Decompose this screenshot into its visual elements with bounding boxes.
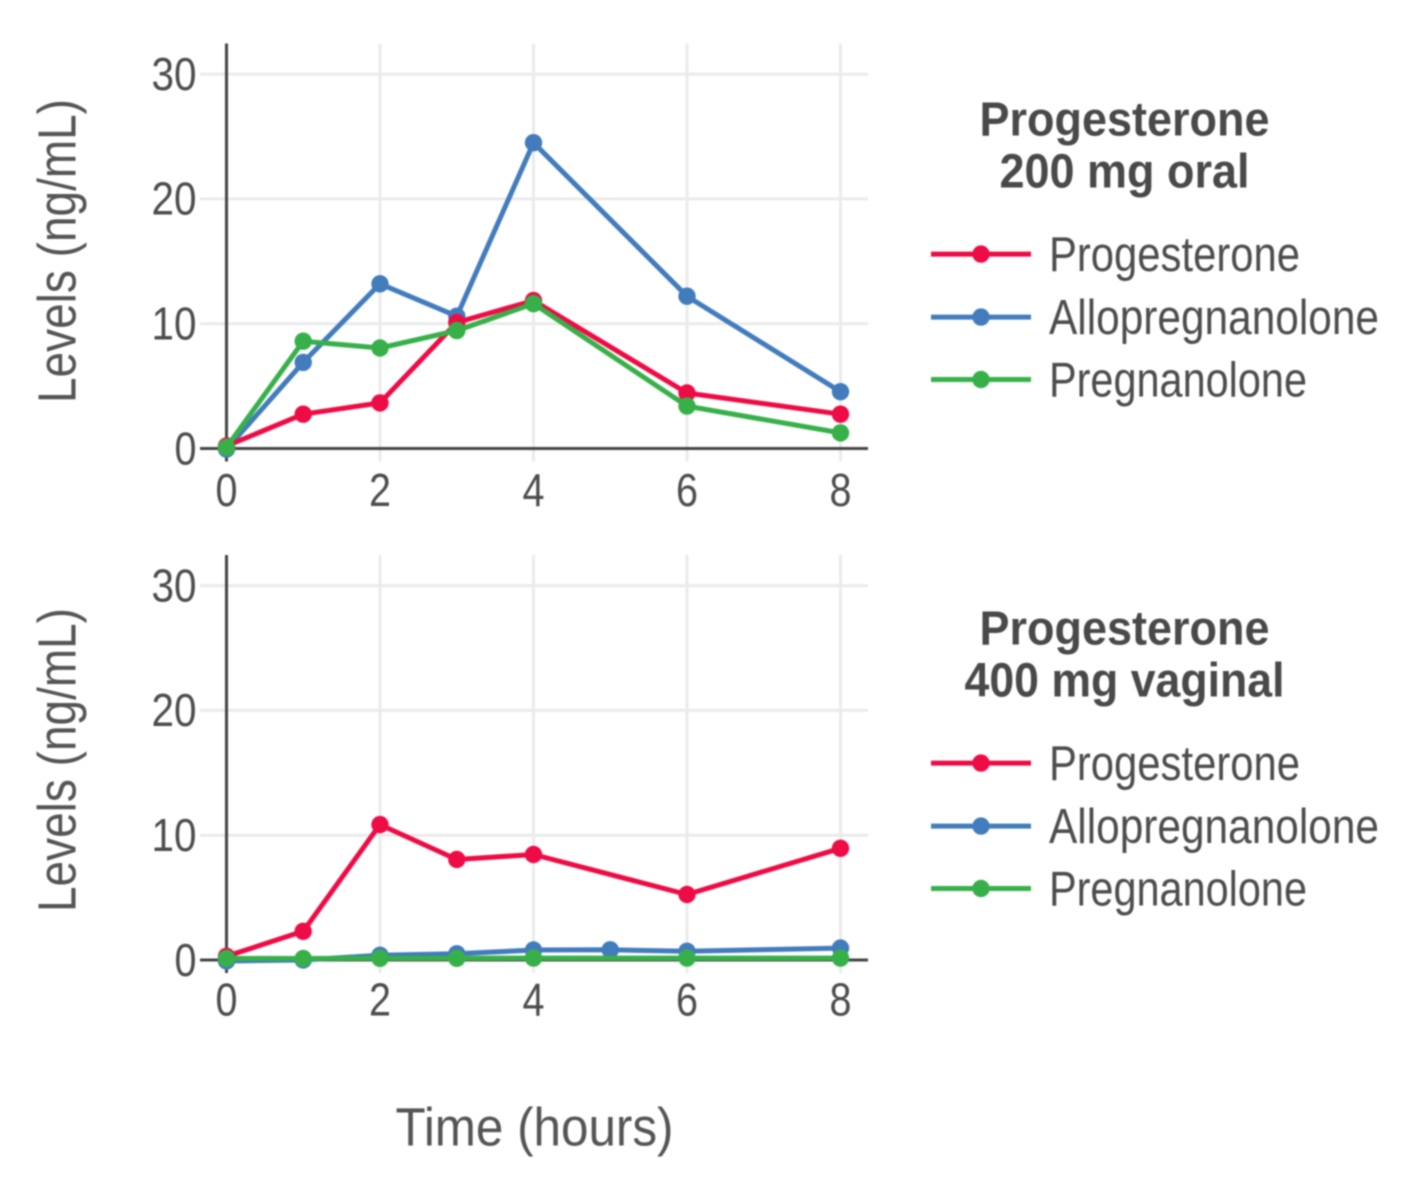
svg-text:2: 2: [369, 973, 391, 1025]
svg-text:4: 4: [523, 973, 545, 1025]
svg-text:Allopregnanolone: Allopregnanolone: [1049, 800, 1379, 854]
svg-text:4: 4: [523, 464, 545, 516]
svg-text:Progesterone: Progesterone: [1049, 737, 1300, 791]
svg-text:Levels (ng/mL): Levels (ng/mL): [28, 608, 88, 912]
svg-text:Time (hours): Time (hours): [396, 1097, 674, 1157]
svg-text:6: 6: [676, 973, 698, 1025]
svg-text:Pregnanolone: Pregnanolone: [1049, 353, 1307, 407]
svg-text:6: 6: [676, 464, 698, 516]
svg-text:0: 0: [175, 934, 197, 986]
svg-text:10: 10: [152, 298, 197, 350]
svg-text:0: 0: [175, 422, 197, 474]
svg-text:Progesterone: Progesterone: [1049, 228, 1300, 282]
svg-text:10: 10: [152, 809, 197, 861]
svg-text:Pregnanolone: Pregnanolone: [1049, 862, 1307, 916]
svg-text:Progesterone: Progesterone: [980, 94, 1270, 147]
svg-text:Progesterone: Progesterone: [980, 603, 1270, 656]
svg-text:0: 0: [216, 973, 238, 1025]
svg-text:Allopregnanolone: Allopregnanolone: [1049, 291, 1379, 345]
svg-text:20: 20: [152, 173, 197, 225]
svg-text:20: 20: [152, 684, 197, 736]
svg-text:200 mg oral: 200 mg oral: [1000, 146, 1250, 199]
svg-text:2: 2: [369, 464, 391, 516]
svg-text:Levels (ng/mL): Levels (ng/mL): [28, 99, 88, 403]
svg-text:30: 30: [152, 559, 197, 611]
svg-text:0: 0: [216, 464, 238, 516]
svg-text:30: 30: [152, 48, 197, 100]
svg-text:400 mg vaginal: 400 mg vaginal: [965, 655, 1285, 708]
svg-text:8: 8: [830, 464, 852, 516]
svg-text:8: 8: [830, 973, 852, 1025]
